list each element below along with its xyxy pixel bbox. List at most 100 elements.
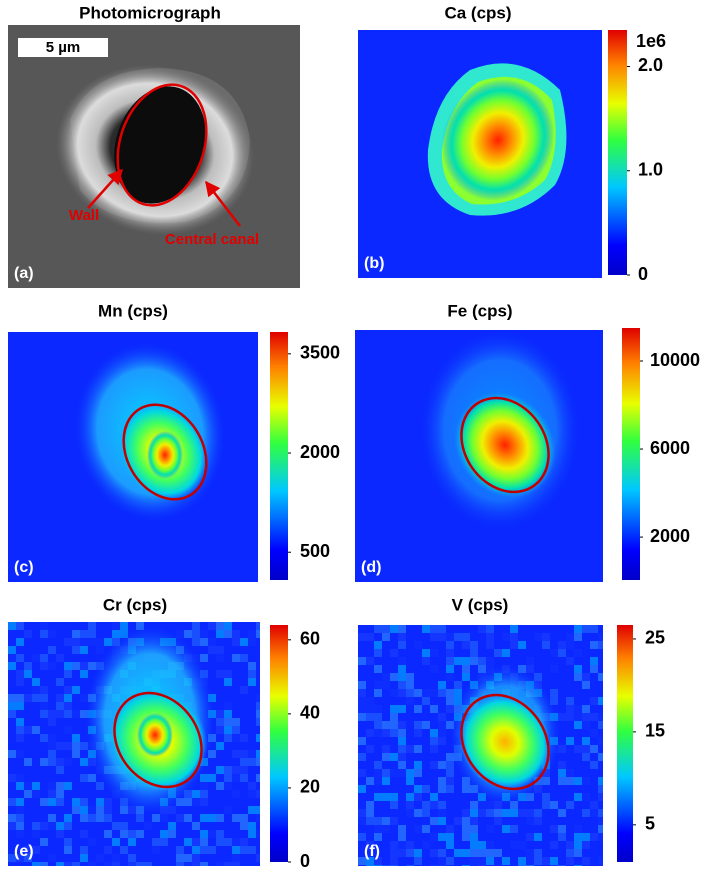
noise-pixel <box>176 846 184 854</box>
noise-pixel <box>16 806 24 814</box>
noise-pixel <box>208 774 216 782</box>
noise-pixel <box>24 790 32 798</box>
noise-pixel <box>64 686 72 694</box>
noise-pixel <box>406 673 414 681</box>
noise-pixel <box>40 822 48 830</box>
noise-pixel <box>582 721 590 729</box>
noise-pixel <box>582 777 590 785</box>
noise-pixel <box>192 790 200 798</box>
noise-pixel <box>358 809 366 817</box>
heat-blob <box>454 392 556 498</box>
colorbar-tick-label: 500 <box>300 541 330 561</box>
noise-pixel <box>446 697 454 705</box>
noise-pixel <box>184 798 192 806</box>
noise-pixel <box>216 814 224 822</box>
noise-pixel <box>446 833 454 841</box>
noise-pixel <box>16 854 24 862</box>
noise-pixel <box>478 665 486 673</box>
noise-pixel <box>422 801 430 809</box>
noise-pixel <box>374 689 382 697</box>
noise-pixel <box>390 849 398 857</box>
noise-pixel <box>510 809 518 817</box>
noise-pixel <box>566 841 574 849</box>
noise-pixel <box>382 777 390 785</box>
noise-pixel <box>438 817 446 825</box>
noise-pixel <box>248 758 256 766</box>
noise-pixel <box>240 774 248 782</box>
noise-pixel <box>120 846 128 854</box>
noise-pixel <box>414 769 422 777</box>
noise-pixel <box>256 758 260 766</box>
noise-pixel <box>382 825 390 833</box>
noise-pixel <box>374 649 382 657</box>
noise-pixel <box>208 638 216 646</box>
noise-pixel <box>374 825 382 833</box>
noise-pixel <box>494 849 502 857</box>
noise-pixel <box>240 766 248 774</box>
noise-pixel <box>128 862 136 866</box>
noise-pixel <box>502 633 510 641</box>
noise-pixel <box>168 822 176 830</box>
noise-pixel <box>398 721 406 729</box>
noise-pixel <box>72 630 80 638</box>
noise-pixel <box>32 782 40 790</box>
noise-pixel <box>88 814 96 822</box>
noise-pixel <box>256 814 260 822</box>
noise-pixel <box>486 849 494 857</box>
noise-pixel <box>566 641 574 649</box>
noise-pixel <box>558 809 566 817</box>
noise-pixel <box>16 702 24 710</box>
noise-pixel <box>438 777 446 785</box>
noise-pixel <box>248 822 256 830</box>
noise-pixel <box>104 638 112 646</box>
noise-pixel <box>240 822 248 830</box>
noise-pixel <box>430 689 438 697</box>
colorbar-tick-label: 60 <box>300 629 320 649</box>
noise-pixel <box>216 718 224 726</box>
noise-pixel <box>374 729 382 737</box>
noise-pixel <box>470 857 478 865</box>
noise-pixel <box>80 662 88 670</box>
noise-pixel <box>382 793 390 801</box>
noise-pixel <box>152 846 160 854</box>
outline <box>122 403 208 501</box>
noise-pixel <box>40 710 48 718</box>
noise-pixel <box>48 814 56 822</box>
noise-pixel <box>256 806 260 814</box>
noise-pixel <box>422 649 430 657</box>
noise-pixel <box>176 862 184 866</box>
noise-pixel <box>582 793 590 801</box>
noise-pixel <box>510 633 518 641</box>
noise-pixel <box>446 641 454 649</box>
noise-pixel <box>374 817 382 825</box>
noise-pixel <box>358 753 366 761</box>
noise-pixel <box>232 790 240 798</box>
noise-pixel <box>40 838 48 846</box>
noise-pixel <box>390 753 398 761</box>
noise-pixel <box>224 670 232 678</box>
noise-pixel <box>200 630 208 638</box>
noise-pixel <box>40 630 48 638</box>
noise-pixel <box>398 633 406 641</box>
noise-pixel <box>502 857 510 865</box>
noise-pixel <box>208 622 216 630</box>
outline <box>113 691 203 789</box>
noise-pixel <box>438 625 446 633</box>
noise-pixel <box>462 849 470 857</box>
noise-pixel <box>390 793 398 801</box>
noise-pixel <box>128 854 136 862</box>
noise-pixel <box>390 673 398 681</box>
noise-pixel <box>382 769 390 777</box>
noise-pixel <box>200 814 208 822</box>
noise-pixel <box>80 710 88 718</box>
noise-pixel <box>200 846 208 854</box>
noise-pixel <box>582 705 590 713</box>
noise-pixel <box>256 710 260 718</box>
noise-pixel <box>240 734 248 742</box>
noise-pixel <box>144 862 152 866</box>
noise-pixel <box>16 774 24 782</box>
noise-pixel <box>72 742 80 750</box>
noise-pixel <box>510 625 518 633</box>
noise-pixel <box>40 734 48 742</box>
noise-pixel <box>16 814 24 822</box>
